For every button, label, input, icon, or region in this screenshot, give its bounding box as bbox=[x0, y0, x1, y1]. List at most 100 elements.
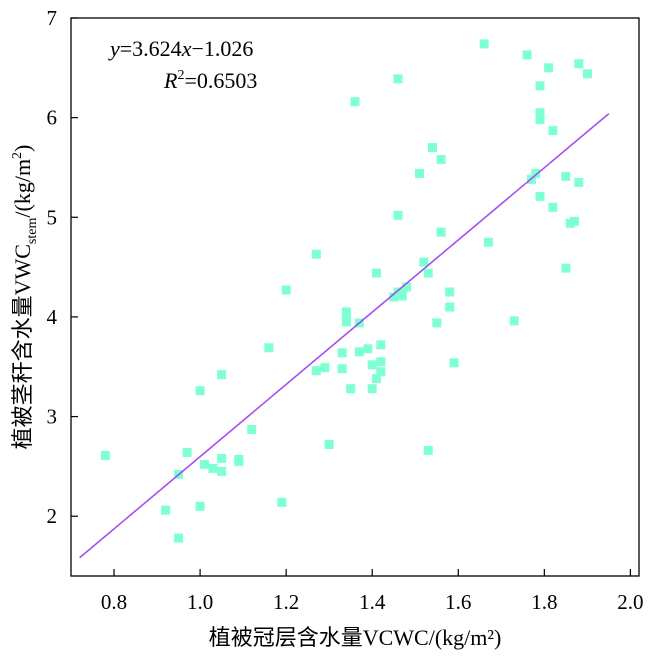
data-point-55 bbox=[449, 358, 459, 368]
x-tick-label: 1.8 bbox=[531, 590, 557, 614]
data-point-47 bbox=[423, 268, 433, 278]
data-point-61 bbox=[531, 168, 541, 178]
data-point-2 bbox=[174, 533, 184, 543]
data-point-67 bbox=[548, 126, 558, 136]
y-tick-label: 2 bbox=[47, 504, 58, 528]
data-point-68 bbox=[548, 202, 558, 212]
data-point-24 bbox=[341, 317, 351, 327]
data-point-38 bbox=[376, 357, 386, 367]
data-point-30 bbox=[354, 347, 364, 357]
data-point-35 bbox=[372, 268, 381, 278]
x-tick-label: 1.0 bbox=[187, 590, 213, 614]
x-tick-label: 0.8 bbox=[101, 590, 127, 614]
data-point-23 bbox=[337, 364, 347, 374]
regression-equation: y=3.624x−1.026 bbox=[108, 36, 253, 61]
data-point-54 bbox=[445, 302, 455, 312]
data-point-42 bbox=[393, 74, 403, 84]
r-squared-annotation: R2=0.6503 bbox=[163, 68, 257, 93]
data-point-74 bbox=[574, 177, 584, 187]
data-point-27 bbox=[346, 384, 356, 394]
data-point-72 bbox=[570, 216, 579, 226]
x-axis-title: 植被冠层含水量VCWC/(kg/m²) bbox=[209, 625, 502, 650]
data-point-50 bbox=[432, 318, 442, 328]
data-point-63 bbox=[535, 108, 545, 118]
data-point-9 bbox=[217, 466, 227, 476]
y-tick-label: 4 bbox=[47, 305, 58, 329]
plot-frame bbox=[70, 17, 640, 577]
data-point-20 bbox=[320, 363, 330, 373]
y-tick-label: 6 bbox=[47, 106, 58, 130]
points-layer bbox=[100, 39, 592, 543]
data-point-69 bbox=[561, 171, 571, 181]
equation-x: x bbox=[181, 36, 192, 61]
data-point-62 bbox=[535, 81, 545, 91]
data-point-10 bbox=[217, 453, 227, 463]
data-point-1 bbox=[161, 505, 171, 515]
data-point-32 bbox=[367, 360, 377, 370]
data-point-43 bbox=[397, 291, 407, 301]
data-point-4 bbox=[182, 447, 192, 457]
data-point-45 bbox=[415, 168, 424, 178]
data-point-36 bbox=[376, 340, 386, 350]
y-title-unit: /(kg/m bbox=[10, 159, 35, 218]
x-tick-label: 1.4 bbox=[359, 590, 386, 614]
equation-coef: =3.624 bbox=[120, 36, 182, 61]
r2-value: =0.6503 bbox=[184, 68, 257, 93]
data-point-70 bbox=[561, 263, 571, 273]
data-point-37 bbox=[376, 367, 386, 377]
data-point-19 bbox=[311, 249, 321, 259]
y-tick-label: 3 bbox=[47, 405, 58, 429]
data-point-22 bbox=[337, 348, 347, 358]
data-point-16 bbox=[277, 497, 287, 507]
data-point-25 bbox=[341, 312, 351, 322]
data-point-75 bbox=[582, 69, 592, 79]
r2-symbol: R bbox=[163, 68, 178, 93]
data-point-34 bbox=[372, 374, 381, 384]
x-tick-label: 1.2 bbox=[273, 590, 299, 614]
data-point-56 bbox=[479, 39, 489, 49]
data-point-53 bbox=[445, 287, 455, 297]
y-title-close: ) bbox=[10, 145, 35, 152]
data-point-17 bbox=[281, 285, 291, 295]
y-title-superscript: 2 bbox=[10, 152, 25, 159]
data-point-7 bbox=[199, 459, 209, 469]
data-point-13 bbox=[234, 456, 244, 466]
data-point-57 bbox=[483, 237, 493, 247]
data-point-6 bbox=[195, 386, 205, 396]
x-tick-label: 1.6 bbox=[445, 590, 471, 614]
data-point-31 bbox=[363, 344, 373, 354]
data-point-64 bbox=[535, 115, 545, 125]
data-point-48 bbox=[423, 445, 433, 455]
data-point-11 bbox=[217, 370, 227, 380]
x-tick-label: 2.0 bbox=[617, 590, 643, 614]
data-point-14 bbox=[247, 425, 257, 434]
data-point-26 bbox=[341, 307, 351, 317]
data-point-44 bbox=[402, 282, 412, 292]
y-tick-label: 7 bbox=[47, 6, 58, 30]
equation-y: y bbox=[108, 36, 120, 61]
data-point-21 bbox=[324, 440, 334, 449]
data-point-46 bbox=[419, 257, 429, 267]
x-axis: 0.8 1.0 1.2 1.4 1.6 1.8 2.0 bbox=[101, 569, 644, 614]
y-title-main: 植被茎秆含水量VWC bbox=[10, 244, 35, 449]
data-point-5 bbox=[195, 501, 205, 511]
y-tick-label: 5 bbox=[47, 205, 58, 229]
data-point-0 bbox=[100, 450, 110, 460]
y-axis-title: 植被茎秆含水量VWCstem/(kg/m2) bbox=[10, 145, 40, 450]
equation-rest: −1.026 bbox=[191, 36, 253, 61]
data-point-59 bbox=[522, 50, 532, 60]
data-point-51 bbox=[436, 155, 446, 164]
data-point-39 bbox=[389, 292, 399, 302]
data-point-18 bbox=[311, 366, 321, 376]
data-point-33 bbox=[367, 384, 377, 394]
data-point-58 bbox=[509, 316, 519, 326]
y-title-subscript: stem bbox=[25, 218, 40, 245]
regression-line bbox=[79, 112, 610, 559]
data-point-28 bbox=[350, 97, 360, 107]
data-point-52 bbox=[436, 227, 446, 237]
data-point-49 bbox=[428, 143, 437, 152]
data-point-73 bbox=[574, 59, 584, 69]
data-point-15 bbox=[264, 343, 274, 353]
y-axis: 2 3 4 5 6 7 bbox=[47, 6, 78, 528]
